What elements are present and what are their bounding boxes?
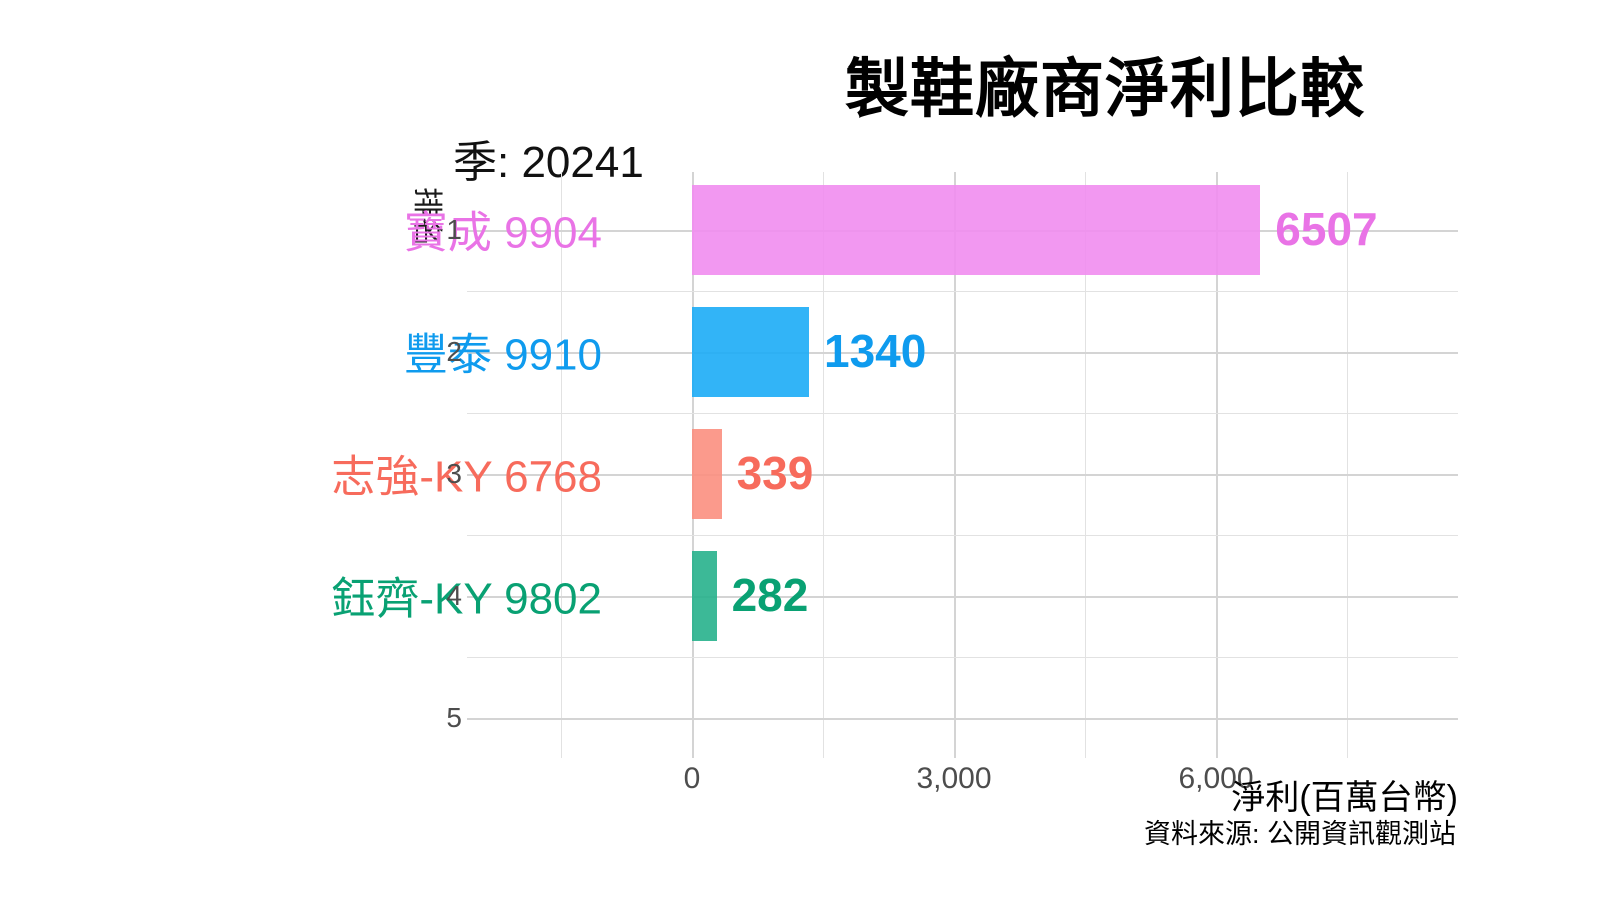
- vertical-minor-gridline: [1085, 172, 1086, 758]
- value-label-rank-1: 6507: [1275, 202, 1378, 255]
- y-tick-label-2: 2: [446, 336, 462, 367]
- x-tick-label-6000: 6,000: [1178, 762, 1254, 795]
- bar-rank-1: [692, 185, 1261, 275]
- bar-rank-3: [692, 429, 722, 519]
- x-tick-label-3000: 3,000: [916, 762, 992, 795]
- horizontal-major-gridline: [467, 718, 1458, 720]
- value-label-rank-4: 282: [731, 568, 809, 621]
- company-label-rank-4: 鈺齊-KY 9802: [331, 574, 602, 624]
- company-label-rank-3: 志強-KY 6768: [331, 452, 602, 502]
- y-tick-label-1: 1: [446, 214, 462, 245]
- horizontal-minor-gridline: [467, 291, 1458, 292]
- y-tick-label-3: 3: [446, 458, 462, 489]
- horizontal-minor-gridline: [467, 657, 1458, 658]
- y-tick-label-5: 5: [446, 702, 462, 733]
- x-axis-title: 淨利(百萬台幣): [1231, 779, 1458, 817]
- horizontal-minor-gridline: [467, 535, 1458, 536]
- company-label-rank-2: 豐泰 9910: [403, 330, 602, 380]
- chart-title: 製鞋廠商淨利比較: [845, 53, 1365, 125]
- value-label-rank-3: 339: [736, 446, 814, 499]
- bar-rank-4: [692, 551, 717, 641]
- bar-rank-2: [692, 307, 809, 397]
- vertical-major-gridline: [954, 172, 956, 758]
- horizontal-minor-gridline: [467, 413, 1458, 414]
- vertical-minor-gridline: [561, 172, 562, 758]
- value-label-rank-2: 1340: [824, 324, 927, 377]
- data-source-caption: 資料來源: 公開資訊觀測站: [1143, 819, 1456, 849]
- x-tick-label-0: 0: [683, 762, 701, 795]
- vertical-major-gridline: [1216, 172, 1218, 758]
- company-label-rank-1: 寶成 9904: [403, 208, 602, 258]
- vertical-minor-gridline: [1347, 172, 1348, 758]
- horizontal-major-gridline: [467, 474, 1458, 476]
- horizontal-major-gridline: [467, 596, 1458, 598]
- vertical-minor-gridline: [823, 172, 824, 758]
- y-tick-label-4: 4: [446, 580, 462, 611]
- frame-label-quarter: 季: 20241: [453, 138, 644, 187]
- horizontal-major-gridline: [467, 352, 1458, 354]
